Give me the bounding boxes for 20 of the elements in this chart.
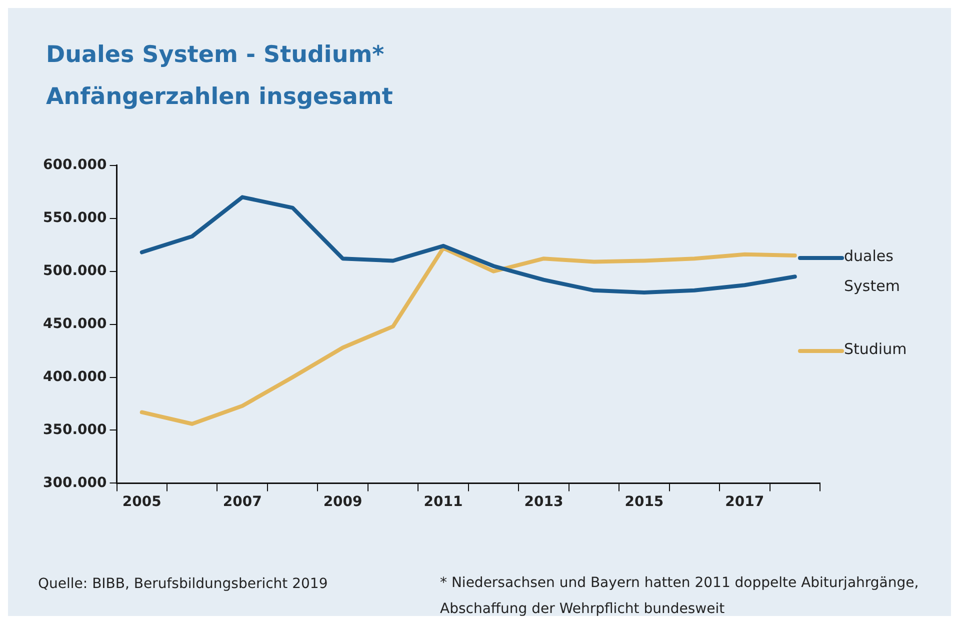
y-tick-label: 500.000 [43, 262, 108, 279]
x-tick-label: 2017 [725, 494, 764, 510]
source-note: Quelle: BIBB, Berufsbildungsbericht 2019 [38, 576, 329, 592]
legend-label: duales System [844, 246, 901, 297]
x-tick-label: 2005 [122, 494, 162, 510]
y-tick-label: 300.000 [43, 474, 108, 491]
legend-label: Studium [844, 339, 908, 360]
text: * Niedersachsen und Bayern hatten 2011 doppelte Abiturjahrgänge, Abschaffung der Wehrpflicht bundesweit [440, 574, 920, 619]
y-tick-label: 350.000 [43, 422, 108, 438]
y-tick-label: 600.000 [43, 157, 108, 174]
x-tick-label: 2013 [524, 494, 564, 510]
x-tick-label: 2011 [424, 494, 463, 510]
chart-subtitle: Anfängerzahlen insgesamt [46, 83, 393, 112]
x-tick-label: 2007 [222, 494, 262, 510]
y-tick-label: 450.000 [43, 316, 108, 332]
y-tick-label: 400.000 [43, 368, 108, 385]
y-tick-label: 550.000 [43, 210, 108, 226]
chart-title: Duales System - Studium* [46, 41, 386, 70]
x-tick-label: 2015 [624, 494, 664, 510]
x-tick-label: 2009 [323, 494, 362, 510]
